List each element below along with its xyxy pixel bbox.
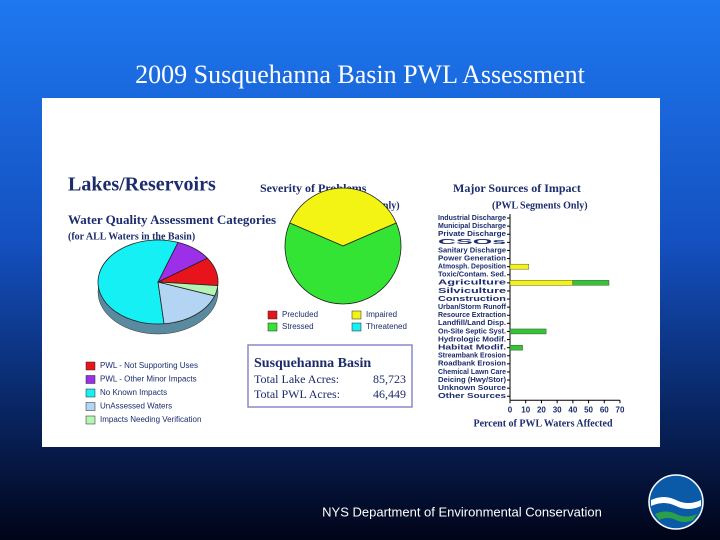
summary-value: 46,449 bbox=[373, 387, 406, 401]
y-tick-label: Resource Extraction bbox=[438, 312, 506, 319]
panel-heading: Lakes/Reservoirs bbox=[68, 174, 216, 196]
y-tick-label: Agriculture bbox=[438, 280, 506, 287]
legend-label: Threatened bbox=[366, 322, 407, 331]
pie-slice bbox=[97, 239, 179, 325]
logo bbox=[648, 474, 704, 530]
y-tick-label: Urban/Storm Runoff bbox=[438, 304, 507, 311]
y-tick-label: Industrial Discharge bbox=[438, 215, 506, 222]
pie-slice bbox=[157, 281, 216, 325]
chart-subtitle: (PWL Segments Only) bbox=[492, 200, 588, 211]
footer: NYS Department of Environmental Conserva… bbox=[322, 504, 602, 519]
y-tick-label: Deicing (Hwy/Stor) bbox=[438, 377, 506, 384]
y-tick-label: Chemical Lawn Care bbox=[438, 369, 506, 376]
y-tick-label: Landfill/Land Disp. bbox=[438, 320, 506, 327]
pie-slice bbox=[289, 187, 397, 247]
y-tick-label: Roadbank Erosion bbox=[438, 361, 506, 368]
y-tick-label: CSOs bbox=[438, 239, 506, 246]
summary-title: Susquehanna Basin bbox=[254, 356, 371, 371]
summary-label: Total PWL Acres: bbox=[254, 387, 340, 401]
x-tick-label: 20 bbox=[537, 405, 546, 414]
y-tick-label: Construction bbox=[438, 296, 506, 303]
legend-label: PWL - Not Supporting Uses bbox=[100, 361, 198, 370]
bar bbox=[509, 328, 547, 335]
y-tick-label: Power Generation bbox=[438, 255, 506, 262]
legend-label: No Known Impacts bbox=[100, 388, 167, 397]
x-tick-label: 70 bbox=[616, 405, 625, 414]
x-tick-label: 10 bbox=[521, 405, 530, 414]
y-tick-label: Sanitary Discharge bbox=[438, 247, 506, 254]
legend-label: Precluded bbox=[282, 310, 318, 319]
legend-swatch bbox=[267, 310, 278, 320]
bar bbox=[572, 280, 610, 286]
y-tick-label: Hydrologic Modif. bbox=[438, 336, 506, 343]
x-tick-label: 0 bbox=[508, 405, 513, 414]
legend-label: PWL - Other Minor Impacts bbox=[100, 375, 197, 384]
chart-title: Water Quality Assessment Categories bbox=[68, 212, 276, 227]
pie-slice bbox=[284, 222, 402, 305]
legend-swatch bbox=[351, 322, 362, 332]
legend-swatch bbox=[85, 388, 96, 398]
x-tick-label: 60 bbox=[600, 405, 609, 414]
legend-swatch bbox=[351, 310, 362, 320]
y-tick-label: Other Sources bbox=[438, 393, 506, 400]
legend-swatch bbox=[267, 322, 278, 332]
bar bbox=[509, 263, 530, 270]
y-tick-label: Silviculture bbox=[438, 288, 506, 295]
x-tick-label: 50 bbox=[584, 405, 593, 414]
chart-subtitle: (for ALL Waters in the Basin) bbox=[68, 231, 195, 242]
y-tick-label: Private Discharge bbox=[438, 231, 506, 238]
bar bbox=[509, 280, 574, 286]
chart-title: Major Sources of Impact bbox=[453, 181, 581, 195]
y-tick-label: Municipal Discharge bbox=[438, 223, 506, 230]
x-axis-label: Percent of PWL Waters Affected bbox=[473, 419, 612, 430]
y-tick-label: Streambank Erosion bbox=[438, 353, 506, 360]
summary-value: 85,723 bbox=[373, 372, 406, 386]
y-tick-label: Habitat Modif. bbox=[438, 344, 506, 351]
legend-label: UnAssessed Waters bbox=[100, 402, 172, 411]
legend-swatch bbox=[85, 402, 96, 411]
y-tick-label: Unknown Source bbox=[438, 385, 506, 392]
summary-box bbox=[247, 344, 413, 408]
legend-label: Stressed bbox=[282, 322, 314, 331]
pie-slice bbox=[157, 281, 219, 297]
legend-swatch bbox=[85, 375, 96, 384]
x-tick-label: 30 bbox=[553, 405, 562, 414]
legend-label: Impacts Needing Verification bbox=[100, 415, 201, 424]
bar bbox=[509, 344, 523, 351]
legend-swatch bbox=[85, 415, 96, 425]
legend-swatch bbox=[85, 361, 96, 371]
legend-label: Impaired bbox=[366, 310, 397, 319]
y-tick-label: Atmosph. Deposition bbox=[438, 263, 506, 270]
y-tick-label: On-Site Septic Syst. bbox=[438, 328, 506, 335]
y-tick-label: Toxic/Contam. Sed. bbox=[438, 272, 506, 279]
x-tick-label: 40 bbox=[568, 405, 577, 414]
slide-title: 2009 Susquehanna Basin PWL Assessment bbox=[135, 60, 585, 89]
summary-label: Total Lake Acres: bbox=[254, 372, 339, 386]
